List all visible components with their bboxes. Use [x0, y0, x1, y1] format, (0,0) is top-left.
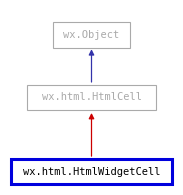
Bar: [27, 85, 156, 110]
Bar: [11, 159, 172, 184]
Text: wx.html.HtmlCell: wx.html.HtmlCell: [42, 92, 141, 103]
Text: wx.html.HtmlWidgetCell: wx.html.HtmlWidgetCell: [23, 167, 160, 177]
Text: wx.Object: wx.Object: [63, 30, 120, 40]
Bar: [53, 22, 130, 48]
